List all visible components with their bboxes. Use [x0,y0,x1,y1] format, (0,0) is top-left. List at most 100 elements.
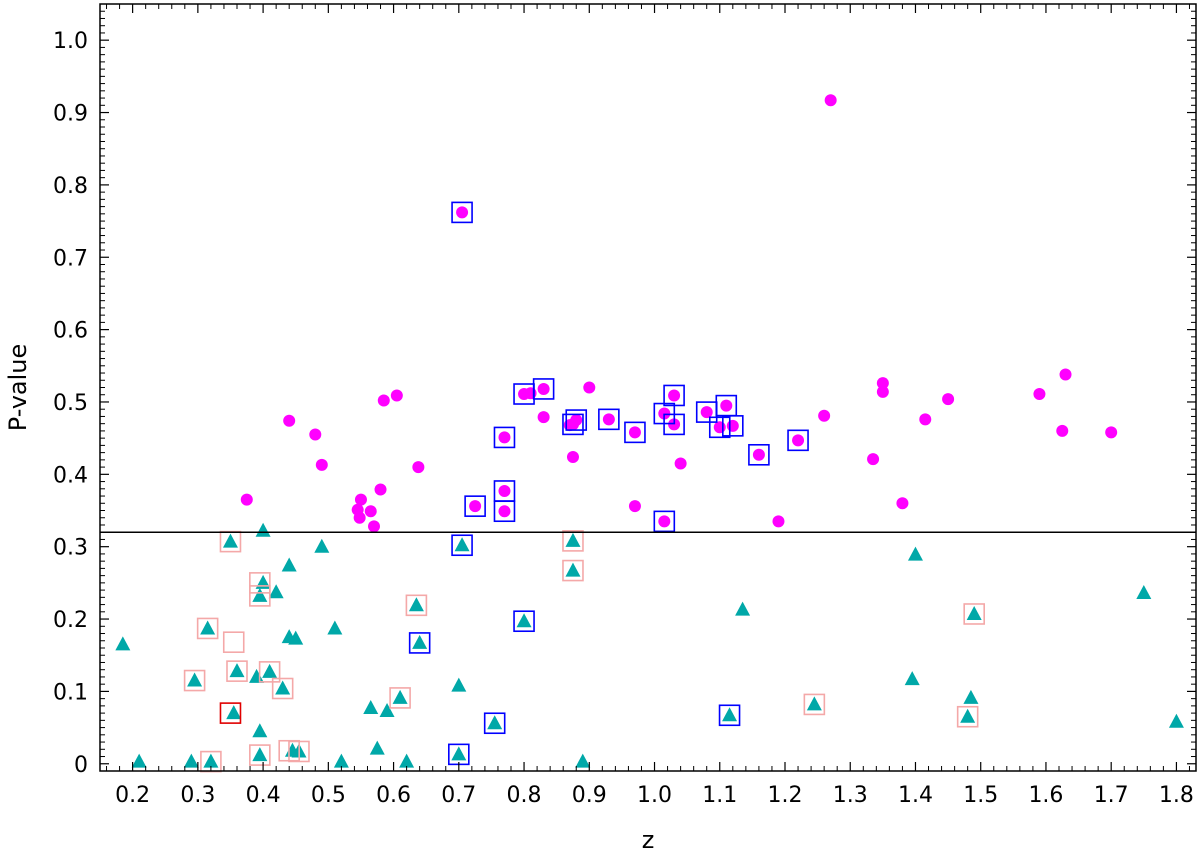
data-point-triangle [226,705,242,720]
data-point-circle [658,407,671,420]
y-tick-label: 0.5 [53,391,88,416]
data-point-triangle [575,753,591,768]
data-point-triangle [314,538,330,553]
pink-highlight-box [803,693,826,716]
data-point-circle [876,385,889,398]
blue-highlight-box [748,443,770,466]
data-point-triangle [966,605,982,620]
data-point-triangle [249,668,265,683]
data-point-circle [374,483,387,496]
blue-highlight-box [787,429,809,452]
data-point-circle [628,500,641,513]
x-tick-label: 0.6 [376,783,411,808]
y-tick-label: 0.3 [53,536,88,561]
x-tick-label: 0.3 [180,783,215,808]
blue-highlight-box [493,500,516,523]
data-point-circle [792,434,805,447]
x-tick-label: 0.7 [441,783,476,808]
data-point-circle [713,421,726,434]
x-tick-label: 1.7 [1094,783,1129,808]
x-tick-label: 1.8 [1159,783,1194,808]
data-point-circle [876,377,889,390]
blue-highlight-box [408,632,431,654]
data-point-circle [364,505,377,518]
y-tick-label: 0.6 [53,319,88,344]
data-point-triangle [281,557,297,572]
blue-highlight-box [562,413,584,436]
y-axis-title: P-value [4,344,32,432]
x-tick-label: 1.6 [1028,783,1063,808]
data-point-circle [469,500,482,513]
blue-highlight-box [513,610,535,633]
x-tick-label: 0.2 [115,783,150,808]
data-point-triangle [255,574,271,589]
x-tick-label: 0.5 [311,783,346,808]
data-point-circle [824,94,837,107]
data-point-triangle [268,584,284,599]
pink-highlight-box [288,740,310,763]
data-point-circle [818,409,831,422]
x-tick-label: 1.1 [702,783,737,808]
data-point-circle [351,503,364,516]
data-point-circle [674,457,687,470]
data-point-circle [942,393,955,406]
data-point-circle [720,399,733,412]
data-point-circle [377,394,390,407]
data-point-triangle [187,672,203,687]
data-point-triangle [454,537,470,552]
data-point-triangle [963,689,979,704]
data-point-triangle [722,707,738,722]
marks-layer [115,94,1184,768]
data-point-circle [583,381,596,394]
axes-layer: 0.2 0.3 0.4 0.5 0.6 0.7 0.8 0.9 1.0 1.1 1.2 1.3 1.4 1… [53,3,1197,808]
data-point-circle [390,389,403,402]
data-point-circle [1059,368,1072,381]
blue-highlight-box [722,415,744,437]
pink-highlight-box [562,530,584,552]
blue-highlight-box [624,421,646,444]
data-point-triangle [399,753,415,768]
pink-highlight-box [258,661,281,683]
blue-highlight-box [663,384,685,407]
data-point-triangle [1168,713,1184,728]
plot-frame [99,3,1197,772]
data-point-circle [315,458,328,471]
blue-highlight-box [532,378,555,400]
pink-highlight-box [956,705,979,728]
data-point-circle [602,413,615,426]
data-point-triangle [565,532,581,547]
data-point-triangle [907,546,923,561]
data-point-triangle [203,753,219,768]
x-tick-label: 0.9 [572,783,607,808]
pink-highlight-box [249,572,271,594]
data-point-triangle [262,663,278,678]
blue-highlight-box [565,409,588,431]
data-point-triangle [131,753,147,768]
pink-highlight-box [222,631,245,654]
y-tick-label: 0.8 [53,174,88,199]
data-point-triangle [275,680,291,695]
data-point-circle [726,419,739,432]
x-tick-label: 0.8 [507,783,542,808]
data-point-triangle [369,740,385,755]
data-point-triangle [255,522,271,537]
blue-highlight-box [708,416,731,439]
y-tick-label: 0.7 [53,246,88,271]
data-point-triangle [565,562,581,577]
pink-highlight-box [183,669,206,692]
data-point-triangle [1136,584,1152,599]
y-tick-label: 0.2 [53,608,88,633]
data-point-triangle [200,620,216,635]
pink-highlight-box [271,677,294,700]
blue-highlight-box [451,534,473,557]
x-axis-title: z [642,826,655,854]
data-point-circle [412,461,425,474]
blue-highlight-box [718,704,741,727]
blue-highlight-box [483,712,506,735]
data-point-triangle [904,671,920,686]
data-point-circle [309,428,322,441]
data-point-circle [498,505,511,518]
data-point-triangle [960,708,976,723]
data-point-triangle [516,613,532,628]
